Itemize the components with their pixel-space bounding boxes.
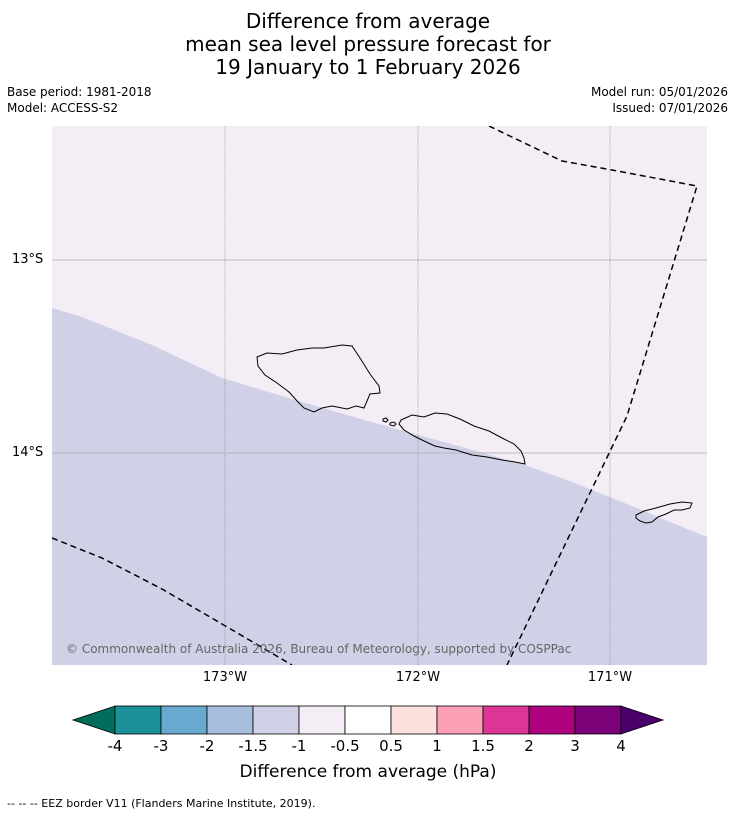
lon-label-171w: 171°W [587, 670, 633, 685]
tutuila-island [635, 501, 693, 524]
title-line-2: mean sea level pressure forecast for [185, 32, 551, 56]
savaii-island [256, 344, 381, 413]
coastlines [256, 344, 693, 524]
map: © Commonwealth of Australia 2026, Bureau… [52, 126, 707, 665]
colorbar-tick-label: -1.5 [238, 737, 268, 755]
lat-label-13s: 13°S [12, 252, 44, 267]
colorbar-swatch [160, 705, 208, 735]
colorbar-tick-label: 1.5 [471, 737, 495, 755]
title-line-3: 19 January to 1 February 2026 [215, 55, 521, 79]
lon-label-173w: 173°W [202, 670, 248, 685]
lower-region [52, 308, 707, 665]
apolima-island [382, 417, 389, 423]
model-name: Model: ACCESS-S2 [7, 101, 119, 115]
colorbar-tick-label: 3 [570, 737, 580, 755]
eez-legend-note: -- -- -- EEZ border V11 (Flanders Marine… [7, 797, 316, 810]
colorbar-swatch [482, 705, 530, 735]
colorbar-label: Difference from average (hPa) [239, 762, 497, 782]
gridlines [52, 126, 707, 665]
eez-line-south [52, 537, 293, 665]
lat-label-14s: 14°S [12, 445, 44, 460]
colorbar-tick-label: 1 [432, 737, 442, 755]
colorbar-tick-label: -1 [291, 737, 307, 755]
manono-island [389, 421, 397, 427]
colorbar-extend-high [620, 705, 665, 735]
eez-line-north [488, 126, 698, 665]
colorbar-swatch [298, 705, 346, 735]
lon-label-172w: 172°W [395, 670, 441, 685]
colorbar-swatch [252, 705, 300, 735]
colorbar-swatch [574, 705, 622, 735]
colorbar-swatch [528, 705, 576, 735]
colorbar-extend-low [71, 705, 116, 735]
colorbar-tick-label: 2 [524, 737, 534, 755]
colorbar-swatch [436, 705, 484, 735]
model-run: Model run: 05/01/2026 [590, 85, 728, 99]
issued-date: Issued: 07/01/2026 [612, 101, 728, 115]
colorbar-tick-label: -3 [153, 737, 169, 755]
title-line-1: Difference from average [245, 9, 491, 33]
colorbar-swatch [114, 705, 162, 735]
copyright-text: © Commonwealth of Australia 2026, Bureau… [66, 642, 571, 656]
colorbar [71, 705, 665, 735]
base-period: Base period: 1981-2018 [7, 85, 152, 99]
colorbar-tick-label: 0.5 [379, 737, 403, 755]
colorbar-tick-label: 4 [616, 737, 626, 755]
eez-border [52, 126, 698, 665]
colorbar-swatch [206, 705, 254, 735]
colorbar-tick-label: -0.5 [330, 737, 360, 755]
colorbar-swatch [390, 705, 438, 735]
colorbar-tick-label: -4 [107, 737, 123, 755]
colorbar-swatch [344, 705, 392, 735]
upolu-island [398, 412, 526, 465]
colorbar-tick-label: -2 [199, 737, 215, 755]
